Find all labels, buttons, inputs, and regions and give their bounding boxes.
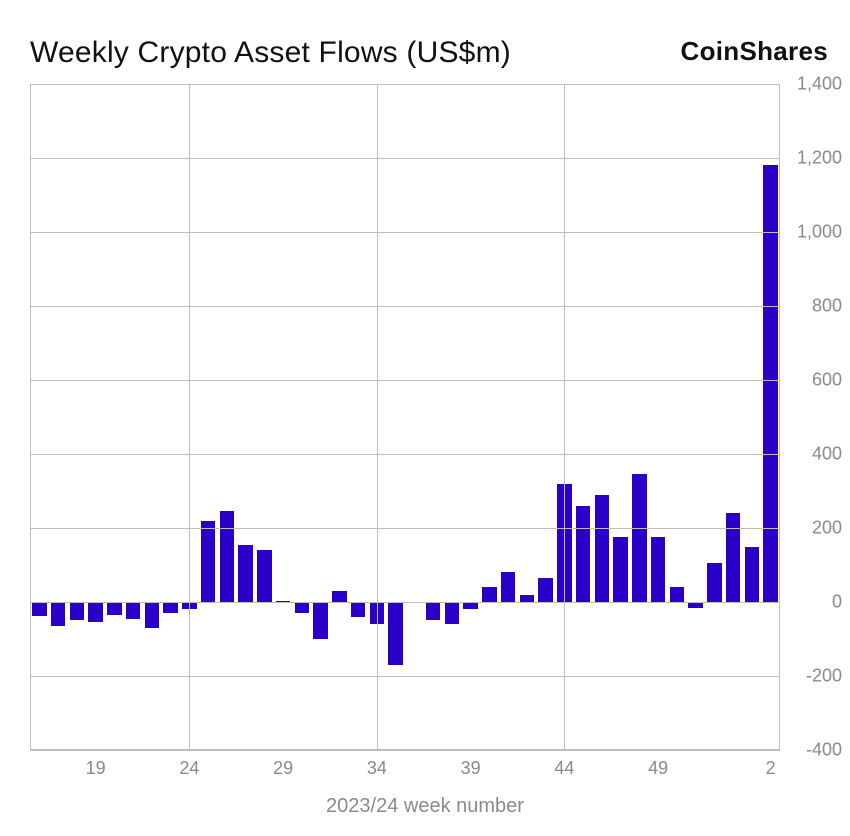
bar	[426, 602, 441, 620]
x-tick-label: 29	[273, 758, 293, 779]
chart-container: Weekly Crypto Asset Flows (US$m) CoinSha…	[0, 0, 850, 836]
y-tick-label: 1,000	[797, 221, 842, 242]
y-tick-label: 1,200	[797, 147, 842, 168]
bar	[501, 572, 516, 602]
bar	[463, 602, 478, 609]
bar	[51, 602, 66, 626]
y-tick-label: 800	[812, 296, 842, 317]
bar	[201, 521, 216, 602]
bar	[745, 547, 760, 603]
grid-h	[30, 380, 780, 381]
chart-title: Weekly Crypto Asset Flows (US$m)	[30, 36, 511, 70]
x-tick-label: 19	[86, 758, 106, 779]
bar	[107, 602, 122, 615]
grid-v	[189, 84, 190, 750]
bar	[163, 602, 178, 613]
x-tick-label: 24	[179, 758, 199, 779]
bar	[520, 595, 535, 602]
y-tick-label: -200	[806, 665, 842, 686]
bar	[482, 587, 497, 602]
grid-h	[30, 454, 780, 455]
bar	[126, 602, 141, 619]
bar	[332, 591, 347, 602]
x-tick-label: 34	[367, 758, 387, 779]
x-axis-title: 2023/24 week number	[0, 795, 850, 818]
bar	[313, 602, 328, 639]
grid-v	[564, 84, 565, 750]
x-axis-labels: 19 24 29 34 39 44 49 2	[30, 758, 780, 786]
y-tick-label: 200	[812, 518, 842, 539]
plot-inner	[30, 84, 780, 750]
bar	[445, 602, 460, 624]
grid-h	[30, 528, 780, 529]
bar	[595, 495, 610, 602]
grid-h	[30, 676, 780, 677]
bar	[632, 474, 647, 602]
bar	[726, 513, 741, 602]
bar	[707, 563, 722, 602]
y-tick-label: 1,400	[797, 74, 842, 95]
x-tick-label: 39	[461, 758, 481, 779]
bar	[576, 506, 591, 602]
zero-line	[30, 602, 780, 603]
plot-area	[30, 84, 780, 750]
brand-logo-text: CoinShares	[681, 36, 829, 67]
bar	[295, 602, 310, 613]
bar	[388, 602, 403, 665]
y-tick-label: 400	[812, 444, 842, 465]
x-tick-label: 44	[554, 758, 574, 779]
grid-h	[30, 158, 780, 159]
bar	[238, 545, 253, 602]
bar	[351, 602, 366, 617]
bar	[538, 578, 553, 602]
bar	[220, 511, 235, 602]
bar	[70, 602, 85, 620]
bar	[763, 165, 778, 602]
grid-v	[377, 84, 378, 750]
y-axis-labels: -400-20002004006008001,0001,2001,400	[784, 84, 842, 750]
bar	[651, 537, 666, 602]
bar	[145, 602, 160, 628]
x-tick-label: 49	[648, 758, 668, 779]
bar	[670, 587, 685, 602]
grid-h	[30, 750, 780, 751]
bar	[32, 602, 47, 616]
grid-h	[30, 306, 780, 307]
grid-h	[30, 84, 780, 85]
y-tick-label: 0	[832, 592, 842, 613]
bar	[613, 537, 628, 602]
x-tick-label: 2	[766, 758, 776, 779]
grid-h	[30, 232, 780, 233]
bar	[257, 550, 272, 602]
y-tick-label: -400	[806, 740, 842, 761]
bar	[88, 602, 103, 622]
y-tick-label: 600	[812, 369, 842, 390]
bars-layer	[30, 84, 780, 750]
